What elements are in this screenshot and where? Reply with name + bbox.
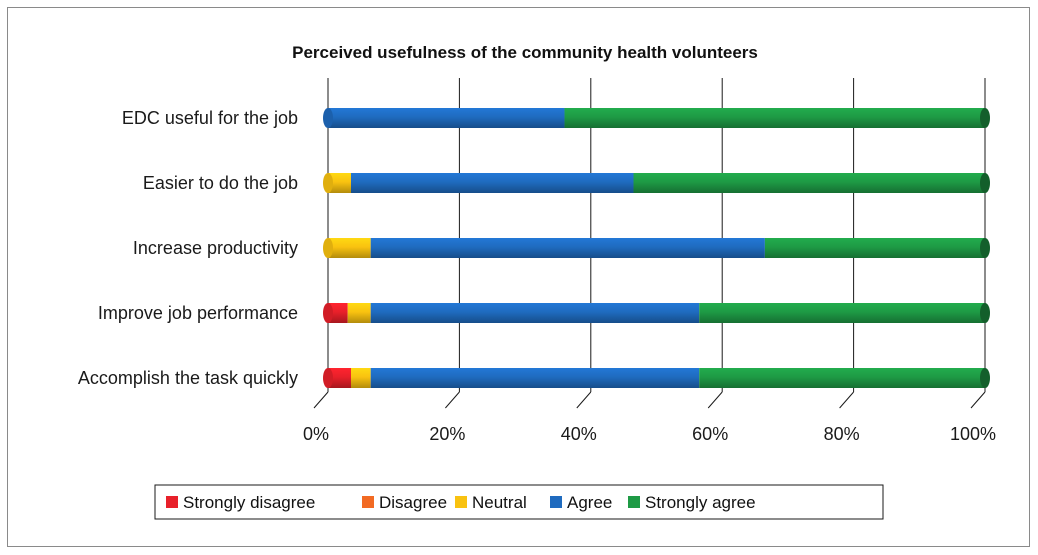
legend-label: Agree (567, 493, 612, 512)
x-tick-label: 0% (303, 424, 329, 444)
x-tick-label: 60% (692, 424, 728, 444)
x-tick-label: 40% (561, 424, 597, 444)
bar-segment (323, 173, 351, 193)
legend: Strongly disagree Disagree Neutral Agree Str… (154, 484, 884, 520)
x-tick-label: 20% (429, 424, 465, 444)
category-label: Improve job performance (98, 303, 298, 323)
legend-label: Strongly disagree (183, 493, 315, 512)
legend-item: Disagree (362, 493, 447, 512)
bar-segment (370, 303, 700, 323)
legend-swatch (455, 496, 467, 508)
chart-frame (7, 7, 1030, 547)
bar-segment (323, 368, 351, 388)
legend-item: Neutral (455, 493, 527, 512)
bar-segment (350, 173, 634, 193)
gridline-floor (313, 391, 329, 409)
category-label: Accomplish the task quickly (78, 368, 298, 388)
legend-swatch (550, 496, 562, 508)
bar-segment (764, 238, 990, 258)
gridline-floor (839, 391, 854, 409)
bar-segment (370, 238, 765, 258)
x-tick-label: 80% (824, 424, 860, 444)
category-label: EDC useful for the job (122, 108, 298, 128)
legend-item: Strongly disagree (166, 493, 315, 512)
gridline-floor (576, 391, 592, 409)
x-axis-ticks: 0% 20% 40% 60% 80% 100% (303, 424, 996, 444)
bar-segment (633, 173, 990, 193)
gridline-floor (445, 391, 460, 409)
bar-segment (347, 303, 371, 323)
legend-swatch (362, 496, 374, 508)
bar-segment (699, 368, 990, 388)
legend-label: Strongly agree (645, 493, 756, 512)
bar-segment (323, 108, 565, 128)
bar-segment (323, 303, 348, 323)
bar-layer (323, 108, 990, 388)
category-label: Easier to do the job (143, 173, 298, 193)
gridline-floor (707, 391, 723, 409)
bar-segment (350, 368, 371, 388)
gridline-floor (970, 391, 986, 409)
legend-label: Disagree (379, 493, 447, 512)
bar-segment (699, 303, 990, 323)
legend-box (154, 484, 884, 520)
x-tick-label: 100% (950, 424, 996, 444)
bar-segment (323, 238, 371, 258)
legend-item: Agree (550, 493, 612, 512)
legend-swatch (166, 496, 178, 508)
bar-segment (564, 108, 990, 128)
bar-segment (370, 368, 700, 388)
category-labels: EDC useful for the job Easier to do the j… (78, 108, 298, 388)
chart-title: Perceived usefulness of the community he… (292, 43, 758, 62)
grid-layer (313, 78, 986, 409)
legend-swatch (628, 496, 640, 508)
legend-label: Neutral (472, 493, 527, 512)
category-label: Increase productivity (133, 238, 298, 258)
legend-item: Strongly agree (628, 493, 756, 512)
